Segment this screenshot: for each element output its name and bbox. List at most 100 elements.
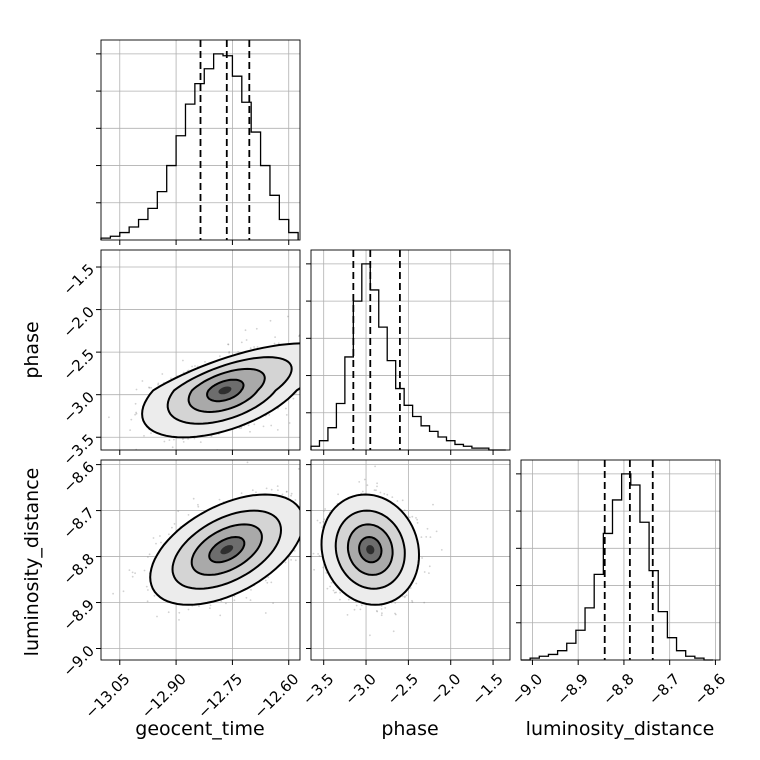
scatter-point [316,519,319,522]
scatter-point [266,581,269,584]
scatter-point [253,423,256,426]
histogram-luminosity-distance [521,473,714,661]
scatter-point [373,489,376,491]
scatter-point [302,354,304,356]
scatter-point [285,490,288,493]
contour-line-geocent-time-vs-phase [141,342,300,439]
scatter-point [112,592,114,595]
scatter-point [339,591,342,594]
scatter-point [311,354,313,356]
scatter-point [306,380,308,382]
scatter-point [145,585,148,588]
scatter-point [285,491,288,493]
scatter-point [411,599,413,602]
y-tick-label-geocent-time-vs-phase: −2.0 [60,303,98,341]
scatter-point [304,335,306,337]
contour-line-phase-vs-luminosity-distance [320,493,421,606]
y-axis-label-phase: phase [21,321,43,378]
scatter-point [146,600,149,603]
scatter-point [386,493,389,496]
scatter-point [358,481,361,483]
scatter-point [255,491,257,494]
scatter-point [287,315,289,318]
scatter-point [315,367,317,369]
histogram-geocent-time [100,53,299,240]
scatter-point [131,571,134,574]
panel-frame-phase-vs-luminosity-distance [310,459,511,661]
scatter-point [420,536,423,538]
scatter-point [342,354,344,356]
scatter-point [379,491,382,494]
scatter-point [153,594,156,597]
scatter-point [227,343,230,346]
scatter-point [285,407,287,410]
scatter-point [197,505,200,508]
y-tick-label-geocent-time-vs-phase: −2.5 [60,345,98,383]
scatter-point [394,612,396,615]
scatter-point [272,602,274,604]
scatter-point [376,482,378,485]
scatter-point [285,414,288,416]
scatter-point [150,432,152,434]
pair-panel-phase-vs-luminosity-distance [311,465,443,637]
scatter-point [262,425,265,428]
scatter-point [163,440,166,443]
scatter-point [326,359,328,361]
panel-frame-phase [310,249,511,451]
scatter-point [264,612,267,614]
scatter-point [331,349,333,351]
scatter-point [157,383,160,386]
scatter-point [160,455,162,457]
scatter-point [401,499,404,502]
scatter-point [317,363,319,365]
scatter-point [322,520,325,523]
scatter-point [302,379,304,381]
contour-line-phase-vs-luminosity-distance [358,535,383,564]
scatter-point [333,591,336,594]
scatter-point [187,514,190,516]
y-tick-label-geocent-time-vs-luminosity-distance: −9.0 [60,642,98,680]
scatter-point [268,414,271,416]
scatter-point [320,515,322,517]
scatter-point [309,364,311,366]
x-tick-label-luminosity-distance: −8.6 [691,670,729,708]
scatter-point [135,411,138,414]
contour-line-geocent-time-vs-phase [187,367,266,414]
scatter-point [197,503,199,506]
scatter-point [312,552,315,555]
scatter-point [408,516,411,519]
scatter-point [270,488,273,491]
scatter-point [416,518,418,521]
scatter-point [148,553,151,556]
scatter-point [360,604,363,607]
scatter-point [218,498,221,501]
y-tick-label-geocent-time-vs-luminosity-distance: −8.7 [60,504,98,542]
x-tick-label-phase-vs-luminosity-distance: −2.5 [384,670,422,708]
scatter-point [435,530,438,533]
scatter-point [210,435,213,437]
scatter-point [194,365,196,367]
scatter-point [314,480,316,482]
x-tick-label-geocent-time-vs-luminosity-distance: −12.90 [138,670,190,722]
scatter-point [251,489,254,492]
scatter-point [380,608,383,610]
scatter-point [187,608,190,611]
scatter-point [199,441,202,443]
scatter-point [409,587,412,589]
scatter-point [245,339,248,341]
scatter-point [339,334,341,336]
scatter-point [315,364,317,366]
scatter-point [288,422,291,424]
scatter-point [135,412,138,415]
scatter-point [255,327,258,330]
scatter-point [428,565,431,568]
scatter-point [317,358,319,360]
scatter-point [326,587,329,590]
scatter-point [290,492,293,495]
scatter-point [426,527,429,530]
scatter-point [301,363,303,365]
axis-label-geocent-time: geocent_time [135,718,264,740]
contour-line-phase-vs-luminosity-distance [346,523,394,576]
scatter-point [274,336,276,338]
